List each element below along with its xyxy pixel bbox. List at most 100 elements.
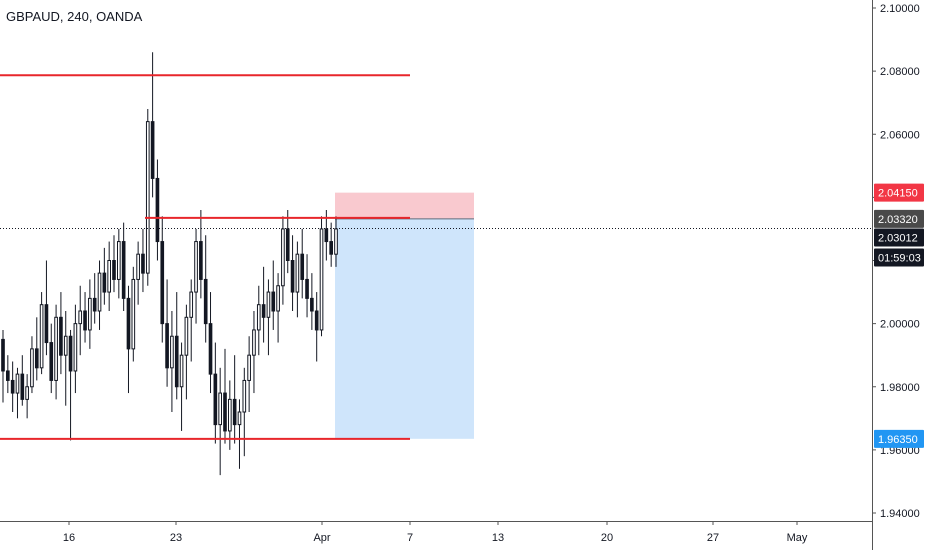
candle [290, 235, 295, 311]
candle [141, 228, 145, 293]
candle-body-down [203, 278, 208, 325]
candle [271, 260, 276, 330]
candle-body-down [160, 241, 165, 325]
candle-body-down [155, 177, 160, 243]
candle [112, 235, 116, 293]
candle [102, 247, 107, 305]
candle-body-down [208, 323, 213, 375]
candle [44, 260, 49, 356]
countdown-badge-bg [874, 248, 924, 267]
countdown-badge: 01:59:03 [874, 248, 924, 267]
candle-body-up [194, 241, 198, 293]
level-lines[interactable] [0, 74, 872, 440]
candle [126, 285, 131, 394]
candle [1, 329, 5, 403]
x-tick-label: 16 [63, 532, 75, 544]
candle [150, 52, 155, 198]
candle [73, 304, 78, 394]
candle-body-down [314, 310, 319, 331]
candle [213, 342, 218, 444]
candle [300, 228, 305, 299]
candle-body-up [30, 348, 34, 388]
y-tick-label: 2.06000 [880, 129, 920, 141]
candle [242, 367, 247, 457]
candle-body-down [261, 304, 266, 318]
candle-body-up [136, 253, 140, 280]
candle [256, 285, 261, 356]
candle-body-up [252, 329, 256, 356]
candle-body-up [184, 316, 189, 356]
candle [174, 292, 179, 400]
entry-badge-label: 2.03320 [878, 214, 918, 226]
candle [145, 109, 150, 286]
candle-body-down [121, 241, 126, 299]
candle-body-down [174, 335, 179, 388]
candle [49, 323, 54, 394]
candle-body-up [319, 228, 324, 331]
candle [247, 336, 251, 412]
stop-zone [335, 192, 474, 219]
candle [63, 311, 68, 406]
candle [160, 216, 165, 343]
current-price-badge: 2.03012 [874, 228, 924, 247]
candle-body-up [88, 297, 92, 331]
candle-body-up [107, 260, 112, 293]
candle-body-up [227, 398, 232, 432]
candle [314, 292, 319, 362]
candle-body-up [63, 335, 68, 356]
candle [54, 304, 58, 400]
candle-body-down [59, 316, 63, 356]
candle-body-down [20, 373, 25, 400]
stop-badge: 2.04150 [874, 183, 924, 202]
candle-body-down [68, 335, 73, 372]
candle-body-up [97, 272, 102, 312]
candle [310, 273, 314, 330]
candle-body-down [271, 291, 276, 312]
candle-body-up [145, 121, 150, 274]
candle-body-up [276, 285, 280, 312]
candle-body-up [247, 354, 251, 381]
candle-body-up [242, 379, 247, 413]
candle [88, 279, 92, 349]
stop-badge-label: 2.04150 [878, 188, 918, 200]
candle [329, 222, 334, 267]
y-axis[interactable]: 2.100002.080002.060002.040002.020002.000… [872, 0, 920, 550]
target-badge-label: 1.96350 [878, 434, 918, 446]
candle-body-down [92, 297, 97, 312]
candle-body-down [300, 253, 305, 280]
candle [34, 317, 39, 381]
candle [305, 254, 309, 318]
candle-body-up [179, 354, 184, 388]
current-price-badge-bg [874, 228, 924, 247]
candle [59, 292, 63, 375]
x-axis[interactable]: 16 23 Apr 7 13 20 27 May [0, 521, 872, 544]
candle [107, 241, 112, 311]
y-tick-label: 1.96000 [880, 445, 920, 457]
candle [20, 355, 25, 406]
candle-body-up [334, 228, 338, 255]
x-tick-label: 23 [170, 532, 182, 544]
candle [184, 304, 189, 400]
candle [237, 399, 242, 469]
candle-body-down [126, 297, 131, 350]
candle-body-down [5, 370, 10, 381]
candles [1, 52, 338, 476]
candle-body-up [266, 291, 271, 318]
candle [116, 228, 121, 299]
candle-body-up [116, 241, 121, 280]
candle-body-down [213, 373, 218, 426]
candle [131, 266, 136, 362]
y-tick-label: 1.94000 [880, 508, 920, 520]
candle [266, 279, 271, 356]
candle-body-up [73, 323, 78, 372]
candle-body-down [1, 338, 5, 372]
candle [179, 342, 184, 431]
x-tick-label: May [787, 532, 808, 544]
x-tick-label: 20 [601, 532, 613, 544]
candle [203, 235, 208, 343]
candle-body-up [218, 392, 223, 426]
x-tick-label: 27 [707, 532, 719, 544]
candle-body-up [25, 386, 29, 400]
candle-body-down [141, 253, 145, 274]
